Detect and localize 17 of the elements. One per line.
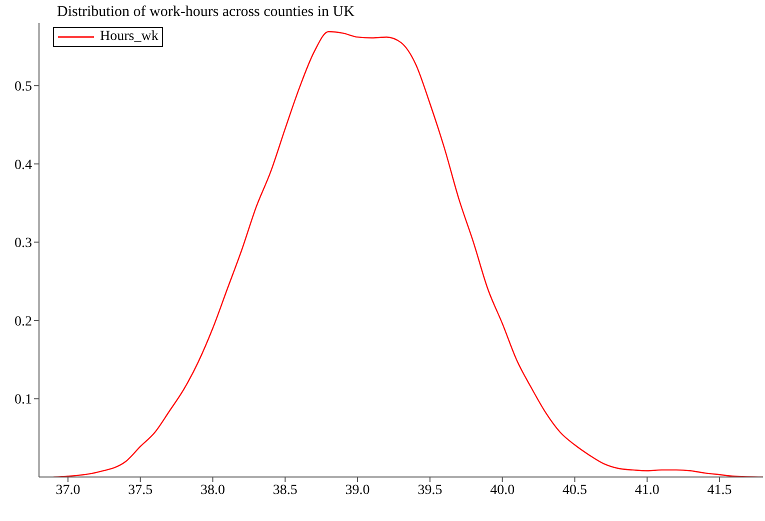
- chart-title: Distribution of work-hours across counties in UK: [57, 4, 354, 21]
- x-tick-label: 40.5: [562, 482, 588, 498]
- x-tick-label: 38.0: [200, 482, 226, 498]
- x-tick-label: 39.0: [345, 482, 370, 498]
- legend-label: Hours_wk: [100, 29, 158, 45]
- x-tick-label: 37.5: [128, 482, 153, 498]
- x-tick-label: 39.5: [418, 482, 442, 498]
- y-tick-label: 0.2: [14, 314, 32, 330]
- y-tick-label: 0.3: [14, 236, 32, 252]
- x-tick-label: 41.0: [634, 482, 660, 498]
- x-tick-label: 40.0: [490, 482, 515, 498]
- y-tick-label: 0.4: [14, 158, 32, 173]
- x-tick-label: 37.0: [56, 482, 80, 498]
- x-tick-label: 41.5: [707, 482, 732, 498]
- y-tick-label: 0.5: [14, 80, 32, 95]
- y-tick-label: 0.1: [14, 392, 32, 408]
- x-tick-label: 38.5: [272, 482, 298, 498]
